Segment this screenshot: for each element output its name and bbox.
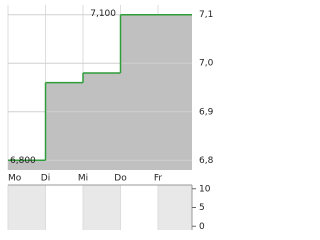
y-tick-label: 7,0 [199, 59, 214, 69]
x-tick-label: Di [41, 174, 50, 184]
x-tick-label: Fr [154, 174, 163, 184]
area [8, 14, 192, 170]
chart: 6,8 6,9 7,0 7,1 7,100 6,800 Mo Di Mi Do Fr 0 5 10 [7, 5, 214, 232]
x-tick-label: Mi [78, 174, 88, 184]
volume-tick-label: 0 [199, 222, 205, 232]
y-tick-label: 7,1 [199, 10, 213, 20]
volume-stripe [8, 185, 46, 230]
y-tick-label: 6,8 [199, 156, 214, 166]
volume-stripe [83, 185, 121, 230]
x-tick-label: Mo [8, 174, 22, 184]
volume-tick-label: 10 [199, 184, 211, 194]
high-label: 7,100 [90, 9, 116, 19]
x-tick-label: Do [114, 174, 127, 184]
low-label: 6,800 [10, 156, 36, 166]
volume-tick-label: 5 [199, 203, 205, 213]
y-tick-label: 6,9 [199, 107, 214, 117]
volume-stripe [158, 185, 192, 230]
